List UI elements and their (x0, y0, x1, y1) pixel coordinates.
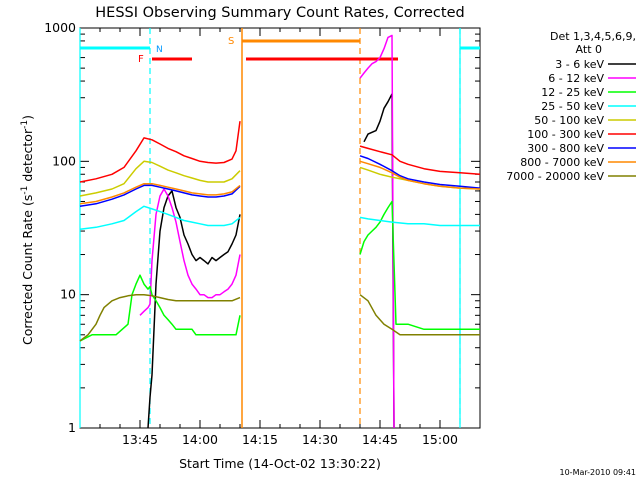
series-line (359, 216, 480, 227)
series-line (139, 188, 241, 316)
x-axis-label: Start Time (14-Oct-02 13:30:22) (179, 456, 381, 471)
y-axis-label: Corrected Count Rate (s-1 detector-1) (20, 115, 35, 345)
legend-title-line1: Det 1,3,4,5,6,9, (550, 30, 636, 43)
legend-entry-label: 100 - 300 keV (527, 128, 604, 141)
series-line (359, 294, 480, 336)
series-line (359, 155, 481, 189)
legend-entry-label: 3 - 6 keV (555, 58, 604, 71)
series-line (359, 160, 481, 190)
series-line (359, 145, 481, 176)
x-tick-label: 14:30 (302, 432, 338, 447)
series-line (79, 182, 241, 205)
flare-flag-label: F (138, 54, 144, 65)
series-line (79, 160, 241, 197)
plot-frame (79, 27, 481, 429)
legend-entry-label: 6 - 12 keV (548, 72, 604, 85)
x-tick-label: 14:15 (242, 432, 278, 447)
legend-entry-label: 50 - 100 keV (534, 114, 604, 127)
series-line (147, 190, 241, 429)
y-tick-label: 10 (60, 287, 76, 302)
x-tick-label: 14:00 (182, 432, 218, 447)
series-line (79, 293, 241, 342)
series-line (79, 184, 241, 208)
x-tick-label: 13:45 (122, 432, 158, 447)
series-line (79, 205, 241, 230)
y-tick-label: 1000 (44, 20, 76, 35)
night-flag-label: N (156, 45, 163, 55)
legend-entry-label: 25 - 50 keV (541, 100, 604, 113)
x-tick-label: 14:45 (362, 432, 398, 447)
series-line (359, 200, 480, 331)
legend-entry-label: 800 - 7000 keV (520, 156, 604, 169)
legend-entry-label: 300 - 800 keV (527, 142, 604, 155)
timestamp: 10-Mar-2010 09:41 (560, 468, 637, 477)
series-line (79, 274, 241, 342)
legend-entry-label: 7000 - 20000 keV (506, 170, 604, 183)
saa-flag-label: S (228, 36, 234, 47)
series-line (79, 121, 241, 183)
y-tick-label: 1 (68, 420, 76, 435)
status-flags: N F S (79, 28, 480, 428)
series-line (363, 93, 395, 429)
chart-title: HESSI Observing Summary Count Rates, Cor… (95, 5, 464, 21)
y-tick-label: 100 (52, 153, 76, 168)
axis-ticks: 13:45 14:00 14:15 14:30 14:45 15:00 1 10 100 1000 (44, 20, 480, 447)
series-group (79, 34, 481, 429)
x-tick-label: 15:00 (422, 432, 458, 447)
legend-entry-label: 12 - 25 keV (541, 86, 604, 99)
legend-title-line2: Att 0 (576, 43, 602, 56)
series-line (359, 34, 395, 429)
